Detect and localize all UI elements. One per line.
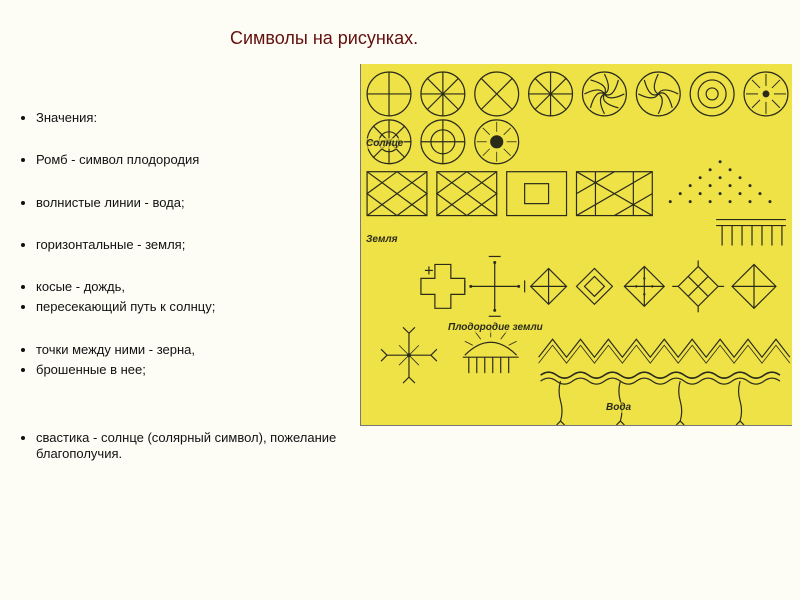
list-item: Ромб - символ плодородия bbox=[36, 152, 368, 168]
list-item: волнистые линии - вода; bbox=[36, 195, 368, 211]
label-sun: Солнце bbox=[365, 138, 404, 149]
list-item: свастика - солнце (солярный символ), пож… bbox=[36, 430, 368, 463]
label-water: Вода bbox=[605, 402, 632, 413]
bullet-list: Значения: Ромб - символ плодородия волнист… bbox=[18, 110, 368, 467]
symbols-figure: Солнце Земля Плодородие земли Вода bbox=[360, 64, 792, 426]
list-item: горизонтальные - земля; bbox=[36, 237, 368, 253]
label-earth: Земля bbox=[365, 234, 399, 245]
symbols-svg bbox=[361, 64, 792, 425]
list-item: косые - дождь, bbox=[36, 279, 368, 295]
list-item: брошенные в нее; bbox=[36, 362, 368, 378]
label-fertility: Плодородие земли bbox=[447, 322, 544, 333]
list-item: точки между ними - зерна, bbox=[36, 342, 368, 358]
page-title: Символы на рисунках. bbox=[230, 28, 418, 49]
list-item: пересекающий путь к солнцу; bbox=[36, 299, 368, 315]
list-item: Значения: bbox=[36, 110, 368, 126]
